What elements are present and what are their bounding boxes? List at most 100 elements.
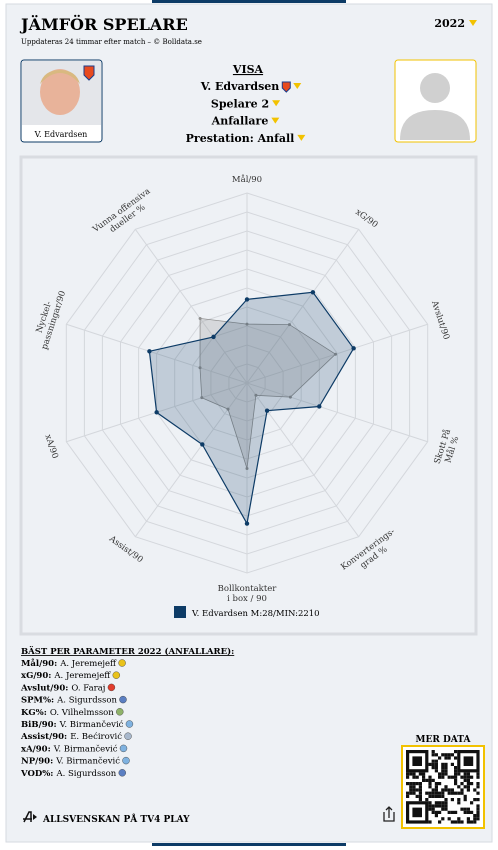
qr-module	[454, 810, 458, 814]
qr-module	[428, 775, 432, 779]
qr-module	[476, 791, 480, 795]
qr-module	[476, 804, 480, 808]
best-row: SPM%: A. Sigurdsson	[21, 696, 118, 706]
qr-module	[415, 794, 419, 798]
qr-module	[418, 785, 422, 789]
qr-module	[476, 782, 480, 786]
qr-module	[428, 804, 432, 808]
series-point	[334, 352, 338, 356]
qr-module	[441, 775, 445, 779]
series-point	[264, 408, 270, 413]
qr-module	[466, 778, 470, 782]
qr-module	[406, 782, 410, 786]
spoke	[134, 228, 248, 384]
qr-module	[463, 794, 467, 798]
qr-module	[434, 759, 438, 763]
series-point	[198, 316, 202, 320]
spoke	[246, 382, 428, 443]
qr-module	[457, 798, 461, 802]
qr-module	[460, 791, 464, 795]
qr-finder-core	[412, 756, 422, 766]
qr-module	[431, 778, 435, 782]
series-point	[287, 323, 291, 327]
qr-module	[425, 778, 429, 782]
qr-module	[476, 807, 480, 811]
player: V. Birmančević	[55, 756, 120, 767]
axis-label: Mål/90	[232, 173, 262, 185]
qr-module	[441, 772, 445, 776]
qr-module	[434, 801, 438, 805]
series-point	[254, 393, 258, 397]
qr-module	[409, 782, 413, 786]
qr-module	[431, 766, 435, 770]
qr-module	[434, 794, 438, 798]
qr-module	[428, 801, 432, 805]
club-badge	[124, 732, 132, 740]
qr-module	[463, 785, 467, 789]
qr-module	[438, 810, 442, 814]
series-point	[200, 442, 205, 447]
best-row: Avslut/90: O. Faraj	[20, 683, 105, 693]
qr-module	[415, 788, 419, 792]
menu-item[interactable]: Spelare 2	[211, 97, 269, 110]
qr-module	[470, 801, 474, 805]
qr-module	[463, 778, 467, 782]
qr-module	[431, 804, 435, 808]
qr-module	[444, 807, 448, 811]
menu-item[interactable]: V. Edvardsen	[200, 80, 280, 93]
qr-module	[450, 775, 454, 779]
qr-module	[431, 794, 435, 798]
qr-module	[438, 791, 442, 795]
series-point	[288, 395, 292, 399]
season[interactable]: 2022	[434, 17, 465, 30]
qr-module	[454, 782, 458, 786]
qr-module	[418, 798, 422, 802]
qr-module	[406, 794, 410, 798]
dropdown-arrow	[297, 134, 306, 141]
qr-module	[434, 814, 438, 818]
series-point	[198, 366, 202, 370]
menu-item[interactable]: Anfallare	[211, 115, 269, 128]
qr-module	[466, 817, 470, 821]
qr-module	[466, 807, 470, 811]
qr-module	[412, 782, 416, 786]
qr-module	[428, 785, 432, 789]
play-icon	[33, 814, 37, 820]
qr-module	[473, 814, 477, 818]
chart-panel	[19, 155, 478, 636]
qr-module	[476, 817, 480, 821]
qr-module	[447, 788, 451, 792]
more-data: MER DATA	[416, 735, 472, 745]
qr-module	[428, 778, 432, 782]
best-row: VOD%: A. Sigurdsson	[20, 769, 117, 779]
tv4-logo	[23, 811, 32, 823]
silhouette-body	[400, 110, 470, 140]
menu-item[interactable]: Prestation: Anfall	[186, 132, 295, 145]
series-point	[226, 407, 230, 411]
qr-module	[476, 810, 480, 814]
series-point	[244, 521, 250, 526]
qr-module	[454, 772, 458, 776]
share-icon[interactable]	[383, 806, 395, 822]
qr-module	[450, 798, 454, 802]
qr-module	[438, 794, 442, 798]
qr-finder-core	[463, 756, 474, 766]
qr-module	[444, 804, 448, 808]
legend-label[interactable]: V. Edvardsen M:28/MIN:2210	[191, 609, 320, 619]
qr-module	[457, 791, 461, 795]
player: V. Birmančević	[53, 743, 118, 754]
qr-module	[463, 807, 467, 811]
qr-module	[428, 762, 432, 766]
player: A. Sigurdsson	[56, 696, 117, 706]
qr-module	[431, 810, 435, 814]
qr-module	[434, 782, 438, 786]
qr-module	[460, 782, 464, 786]
qr-module	[431, 807, 435, 811]
qr-module	[422, 772, 426, 776]
qr-module	[434, 810, 438, 814]
footer-link[interactable]: ALLSVENSKAN PÅ TV4 PLAY	[42, 813, 190, 825]
dropdown-arrow	[469, 20, 477, 26]
qr-module	[406, 791, 410, 795]
best-title: BÄST PER PARAMETER 2022 (ANFALLARE):	[21, 644, 234, 657]
